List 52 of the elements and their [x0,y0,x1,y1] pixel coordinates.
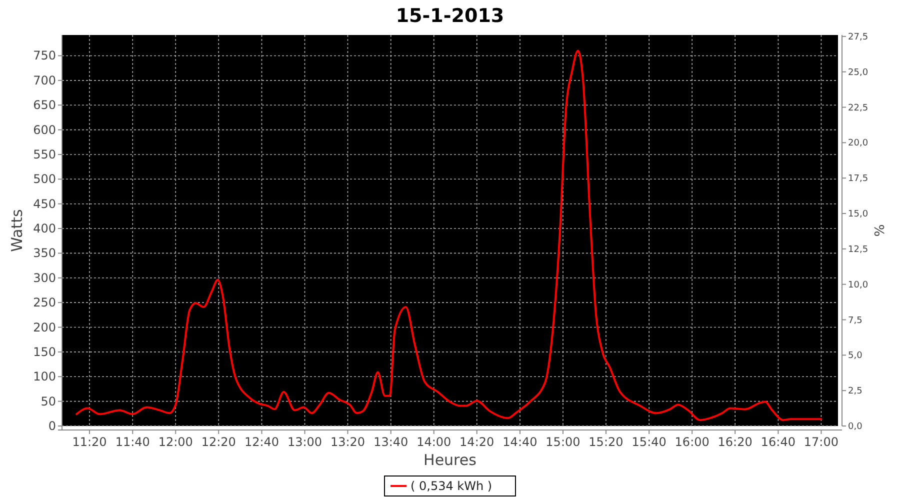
y2-tick-label: 0,0 [848,422,863,432]
x-tick-label: 14:00 [416,435,452,449]
x-axis-title: Heures [424,451,477,469]
y-axis-title: Watts [8,209,26,252]
y-tick-label: 250 [33,296,56,310]
x-tick-label: 11:20 [72,435,107,449]
y-tick-label: 400 [33,222,56,236]
y2-tick-label: 15,0 [848,210,868,220]
y-tick-label: 450 [33,196,56,211]
y-tick-label: 0 [48,419,56,433]
x-tick-label: 14:40 [502,435,538,449]
y-tick-label: 300 [33,270,56,285]
y2-tick-label: 12,5 [848,244,868,255]
y2-tick-label: 25,0 [848,68,868,78]
x-tick-label: 12:00 [158,435,193,449]
x-tick-label: 14:20 [460,435,494,449]
y-tick-label: 600 [33,122,56,137]
y2-tick-label: 10,0 [848,280,868,290]
y2-tick-label: 5,0 [848,351,863,362]
y2-axis-title: % [873,224,888,237]
y-tick-label: 100 [33,370,56,384]
y-tick-label: 50 [40,394,56,408]
x-tick-label: 15:40 [632,435,666,449]
legend-label: ( 0,534 kWh ) [410,479,492,493]
y2-tick-label: 20,0 [848,138,868,149]
x-tick-label: 13:00 [287,435,322,449]
y-tick-label: 700 [33,73,56,88]
y-tick-label: 500 [33,172,56,186]
y2-tick-label: 27,5 [848,32,868,42]
y-tick-label: 150 [33,344,56,359]
chart-title: 15-1-2013 [396,5,504,27]
x-tick-label: 13:20 [330,435,366,449]
x-tick-label: 15:20 [588,435,624,449]
y-tick-label: 650 [33,98,56,112]
y-tick-label: 350 [33,246,56,260]
y-tick-label: 750 [33,48,56,63]
x-tick-label: 13:40 [374,435,408,449]
y2-tick-label: 2,5 [848,386,862,397]
y-tick-label: 200 [33,320,56,334]
x-tick-label: 12:20 [201,435,236,449]
y2-tick-label: 22,5 [848,103,868,114]
y2-tick-label: 17,5 [848,174,868,184]
x-tick-label: 11:40 [115,435,150,449]
x-tick-label: 16:00 [674,435,710,449]
x-tick-label: 17:00 [804,435,839,449]
x-tick-label: 16:40 [760,435,796,449]
y2-tick-label: 7,5 [848,316,862,326]
y-tick-label: 550 [33,147,56,162]
x-tick-label: 16:20 [718,435,752,449]
line-series [76,50,822,422]
x-tick-label: 12:40 [244,435,280,449]
x-tick-label: 15:00 [546,435,580,449]
